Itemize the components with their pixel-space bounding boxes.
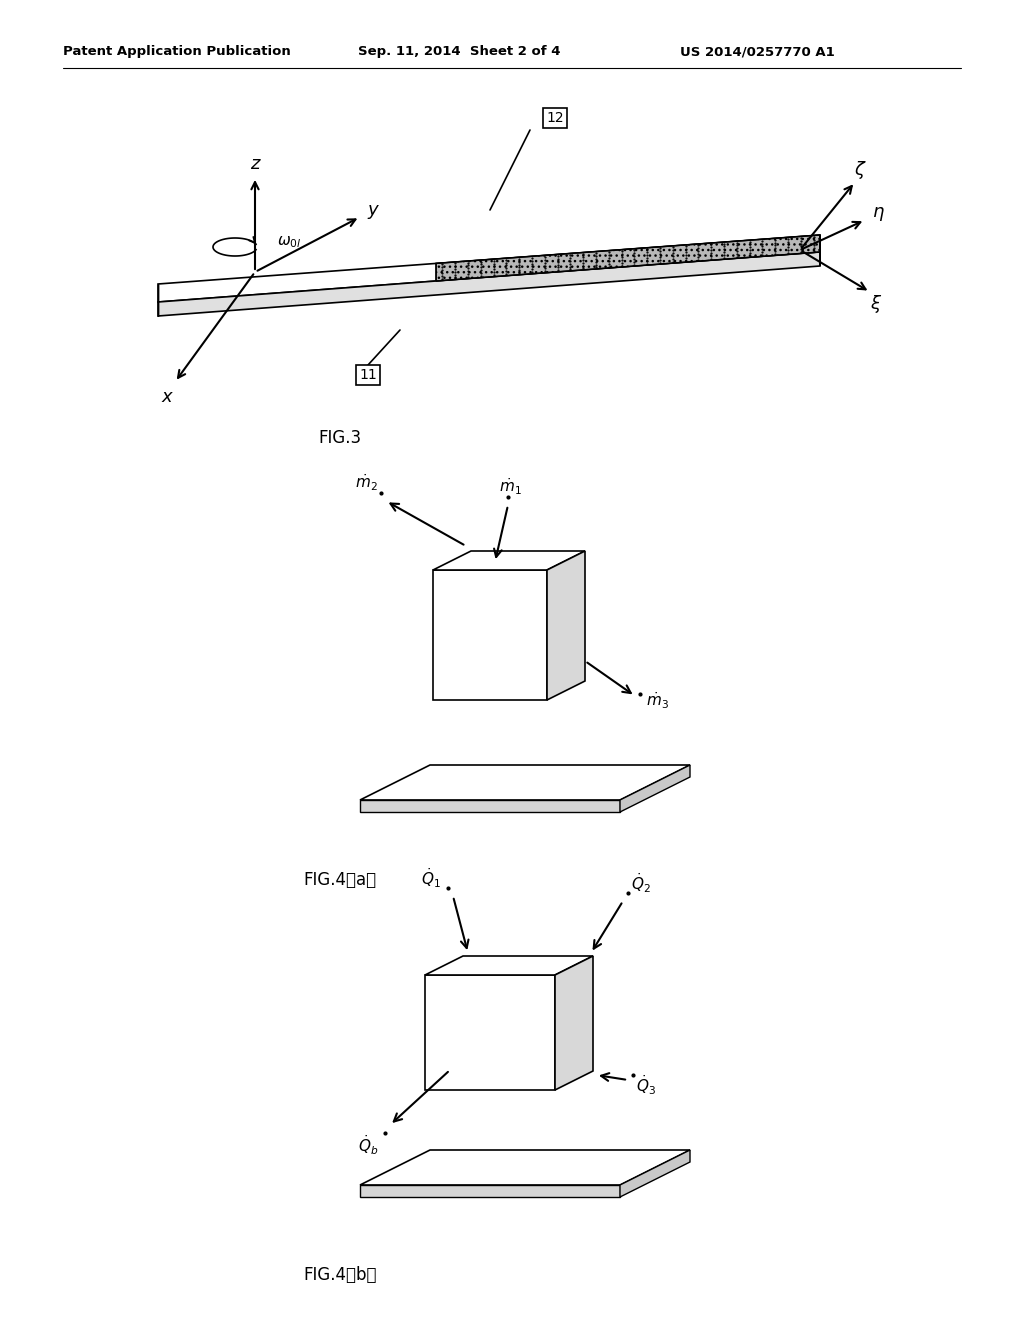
- Text: Patent Application Publication: Patent Application Publication: [63, 45, 291, 58]
- Text: y: y: [368, 201, 378, 219]
- Polygon shape: [425, 975, 555, 1090]
- Text: 11: 11: [359, 368, 377, 381]
- Text: US 2014/0257770 A1: US 2014/0257770 A1: [680, 45, 835, 58]
- Polygon shape: [547, 550, 585, 700]
- Polygon shape: [158, 235, 820, 302]
- Text: FIG.4（b）: FIG.4（b）: [303, 1266, 377, 1284]
- Polygon shape: [360, 1150, 690, 1185]
- Text: $\eta$: $\eta$: [871, 205, 885, 223]
- Text: $\omega_{0l}$: $\omega_{0l}$: [278, 234, 301, 249]
- Polygon shape: [360, 766, 690, 800]
- Text: $\xi$: $\xi$: [870, 293, 882, 315]
- Text: $\zeta$: $\zeta$: [854, 158, 866, 181]
- Text: 12: 12: [546, 111, 564, 125]
- Text: $\dot{m}_3$: $\dot{m}_3$: [645, 690, 669, 711]
- Text: FIG.4（a）: FIG.4（a）: [303, 871, 377, 888]
- Polygon shape: [433, 570, 547, 700]
- Text: $\dot{Q}_1$: $\dot{Q}_1$: [421, 866, 441, 890]
- Text: $\dot{Q}_b$: $\dot{Q}_b$: [357, 1133, 378, 1156]
- Text: z: z: [250, 154, 260, 173]
- Polygon shape: [158, 252, 820, 315]
- Polygon shape: [360, 1185, 620, 1197]
- Text: x: x: [162, 388, 172, 407]
- Polygon shape: [433, 550, 585, 570]
- Text: $\dot{m}_2$: $\dot{m}_2$: [354, 473, 377, 494]
- Polygon shape: [620, 1150, 690, 1197]
- Polygon shape: [436, 235, 820, 281]
- Text: $\dot{Q}_2$: $\dot{Q}_2$: [631, 871, 651, 895]
- Polygon shape: [555, 956, 593, 1090]
- Polygon shape: [425, 956, 593, 975]
- Polygon shape: [360, 800, 620, 812]
- Text: $\dot{Q}_3$: $\dot{Q}_3$: [636, 1073, 656, 1097]
- Text: $\dot{m}_1$: $\dot{m}_1$: [499, 477, 521, 498]
- Text: Sep. 11, 2014  Sheet 2 of 4: Sep. 11, 2014 Sheet 2 of 4: [358, 45, 560, 58]
- Text: FIG.3: FIG.3: [318, 429, 361, 447]
- Polygon shape: [620, 766, 690, 812]
